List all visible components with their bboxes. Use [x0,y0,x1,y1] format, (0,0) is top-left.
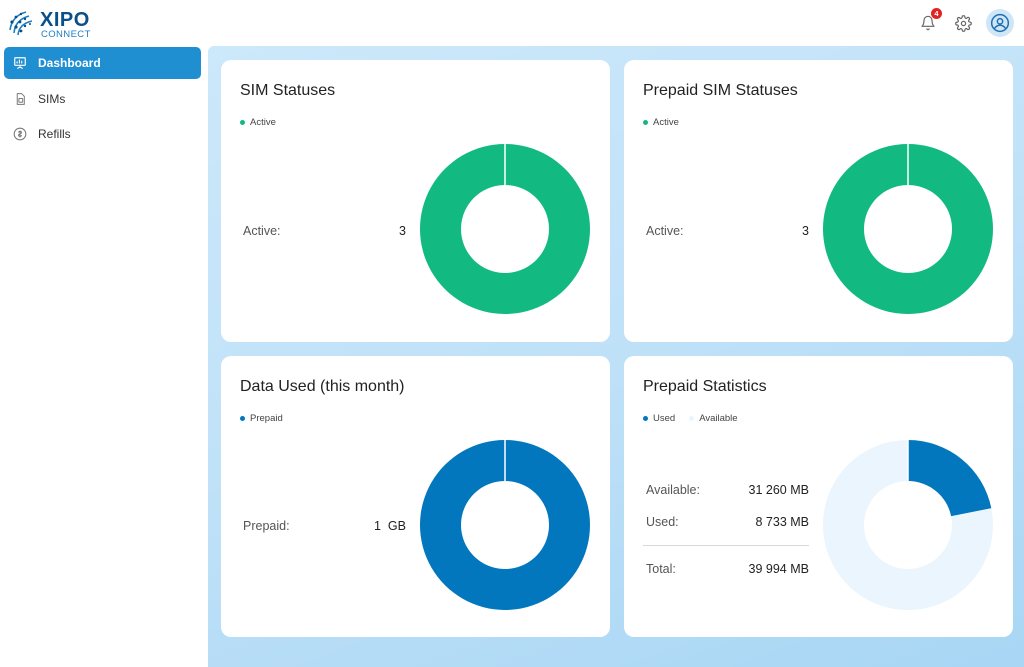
sim-statuses-card: SIM Statuses Active Active: 3 [221,60,610,342]
logo-globe-icon [9,11,33,36]
card-title: SIM Statuses [240,82,336,99]
legend-item-used[interactable]: Used [643,413,675,424]
sidebar-item-label: Dashboard [38,56,101,70]
legend-dot [689,416,695,421]
stat-value: 1 GB [374,519,406,533]
donut-slice-active[interactable] [823,144,993,314]
stat-label: Active: [646,224,684,238]
sim-statuses-donut-chart [420,144,590,314]
sidebar-item-label: SIMs [38,92,66,106]
data-used-card: Data Used (this month) Prepaid Prepaid: … [221,356,610,637]
legend-dot [643,416,648,421]
sidebar-item-label: Refills [38,127,71,141]
stat-row-used: Used: 8 733 MB [646,515,809,529]
prepaid-sim-statuses-card: Prepaid SIM Statuses Active Active: 3 [624,60,1013,342]
card-title: Prepaid SIM Statuses [643,82,798,99]
donut-slice-used[interactable] [908,440,992,517]
notifications-button[interactable]: 4 [915,8,942,36]
brand-name: XIPO [40,9,90,31]
stats-divider [643,545,809,546]
chart-legend: Active [643,117,693,128]
donut-slice-available[interactable] [823,440,993,610]
legend-label: Available [699,413,738,424]
stat-value: 39 994 MB [748,562,809,576]
card-title: Data Used (this month) [240,378,405,395]
stat-row-active: Active: 3 [243,224,406,238]
app-header: XIPO CONNECT 4 [0,0,1024,46]
stat-label: Total: [646,562,676,576]
stat-value: 8 733 MB [755,515,809,529]
stat-row-active: Active: 3 [646,224,809,238]
chart-legend: Active [240,117,290,128]
sidebar-item-sims[interactable]: SIMs [4,83,201,115]
stat-row-prepaid: Prepaid: 1 GB [243,519,406,533]
bell-icon [921,15,935,31]
prepaid-statistics-donut-chart [823,440,993,610]
stat-label: Available: [646,483,700,497]
presentation-chart-icon [13,56,27,70]
gear-icon [954,14,972,32]
coin-icon [13,127,27,141]
user-circle-icon [990,13,1010,33]
legend-dot [643,120,648,125]
legend-item-available[interactable]: Available [689,413,738,424]
stat-row-total: Total: 39 994 MB [646,562,809,576]
chart-legend: Used Available [643,413,752,424]
sidebar-item-refills[interactable]: Refills [4,118,201,150]
prepaid-sim-statuses-donut-chart [823,144,993,314]
chart-legend: Prepaid [240,413,297,424]
legend-item-prepaid[interactable]: Prepaid [240,413,283,424]
legend-label: Active [250,117,276,128]
stat-row-available: Available: 31 260 MB [646,483,809,497]
stat-label: Active: [243,224,281,238]
sidebar-item-dashboard[interactable]: Dashboard [4,47,201,79]
legend-dot [240,120,245,125]
legend-label: Active [653,117,679,128]
sidebar: Dashboard SIMs Refills [0,46,208,667]
settings-button[interactable] [950,10,976,36]
notifications-badge: 4 [931,8,942,19]
brand-logo[interactable]: XIPO CONNECT [6,8,96,40]
card-title: Prepaid Statistics [643,378,767,395]
stat-label: Used: [646,515,679,529]
data-used-donut-chart [420,440,590,610]
dashboard-content: SIM Statuses Active Active: 3 Prepaid SI… [208,46,1024,667]
sim-card-icon [13,92,27,106]
legend-label: Prepaid [250,413,283,424]
legend-item-active[interactable]: Active [240,117,276,128]
prepaid-statistics-card: Prepaid Statistics Used Available Availa… [624,356,1013,637]
stat-value: 31 260 MB [748,483,809,497]
stat-label: Prepaid: [243,519,290,533]
donut-slice-active[interactable] [420,144,590,314]
stat-value: 3 [802,224,809,238]
legend-label: Used [653,413,676,424]
stat-value: 3 [399,224,406,238]
donut-slice-prepaid[interactable] [420,440,590,610]
user-avatar-button[interactable] [986,9,1014,37]
brand-subtitle: CONNECT [41,29,91,40]
legend-dot [240,416,245,421]
legend-item-active[interactable]: Active [643,117,679,128]
